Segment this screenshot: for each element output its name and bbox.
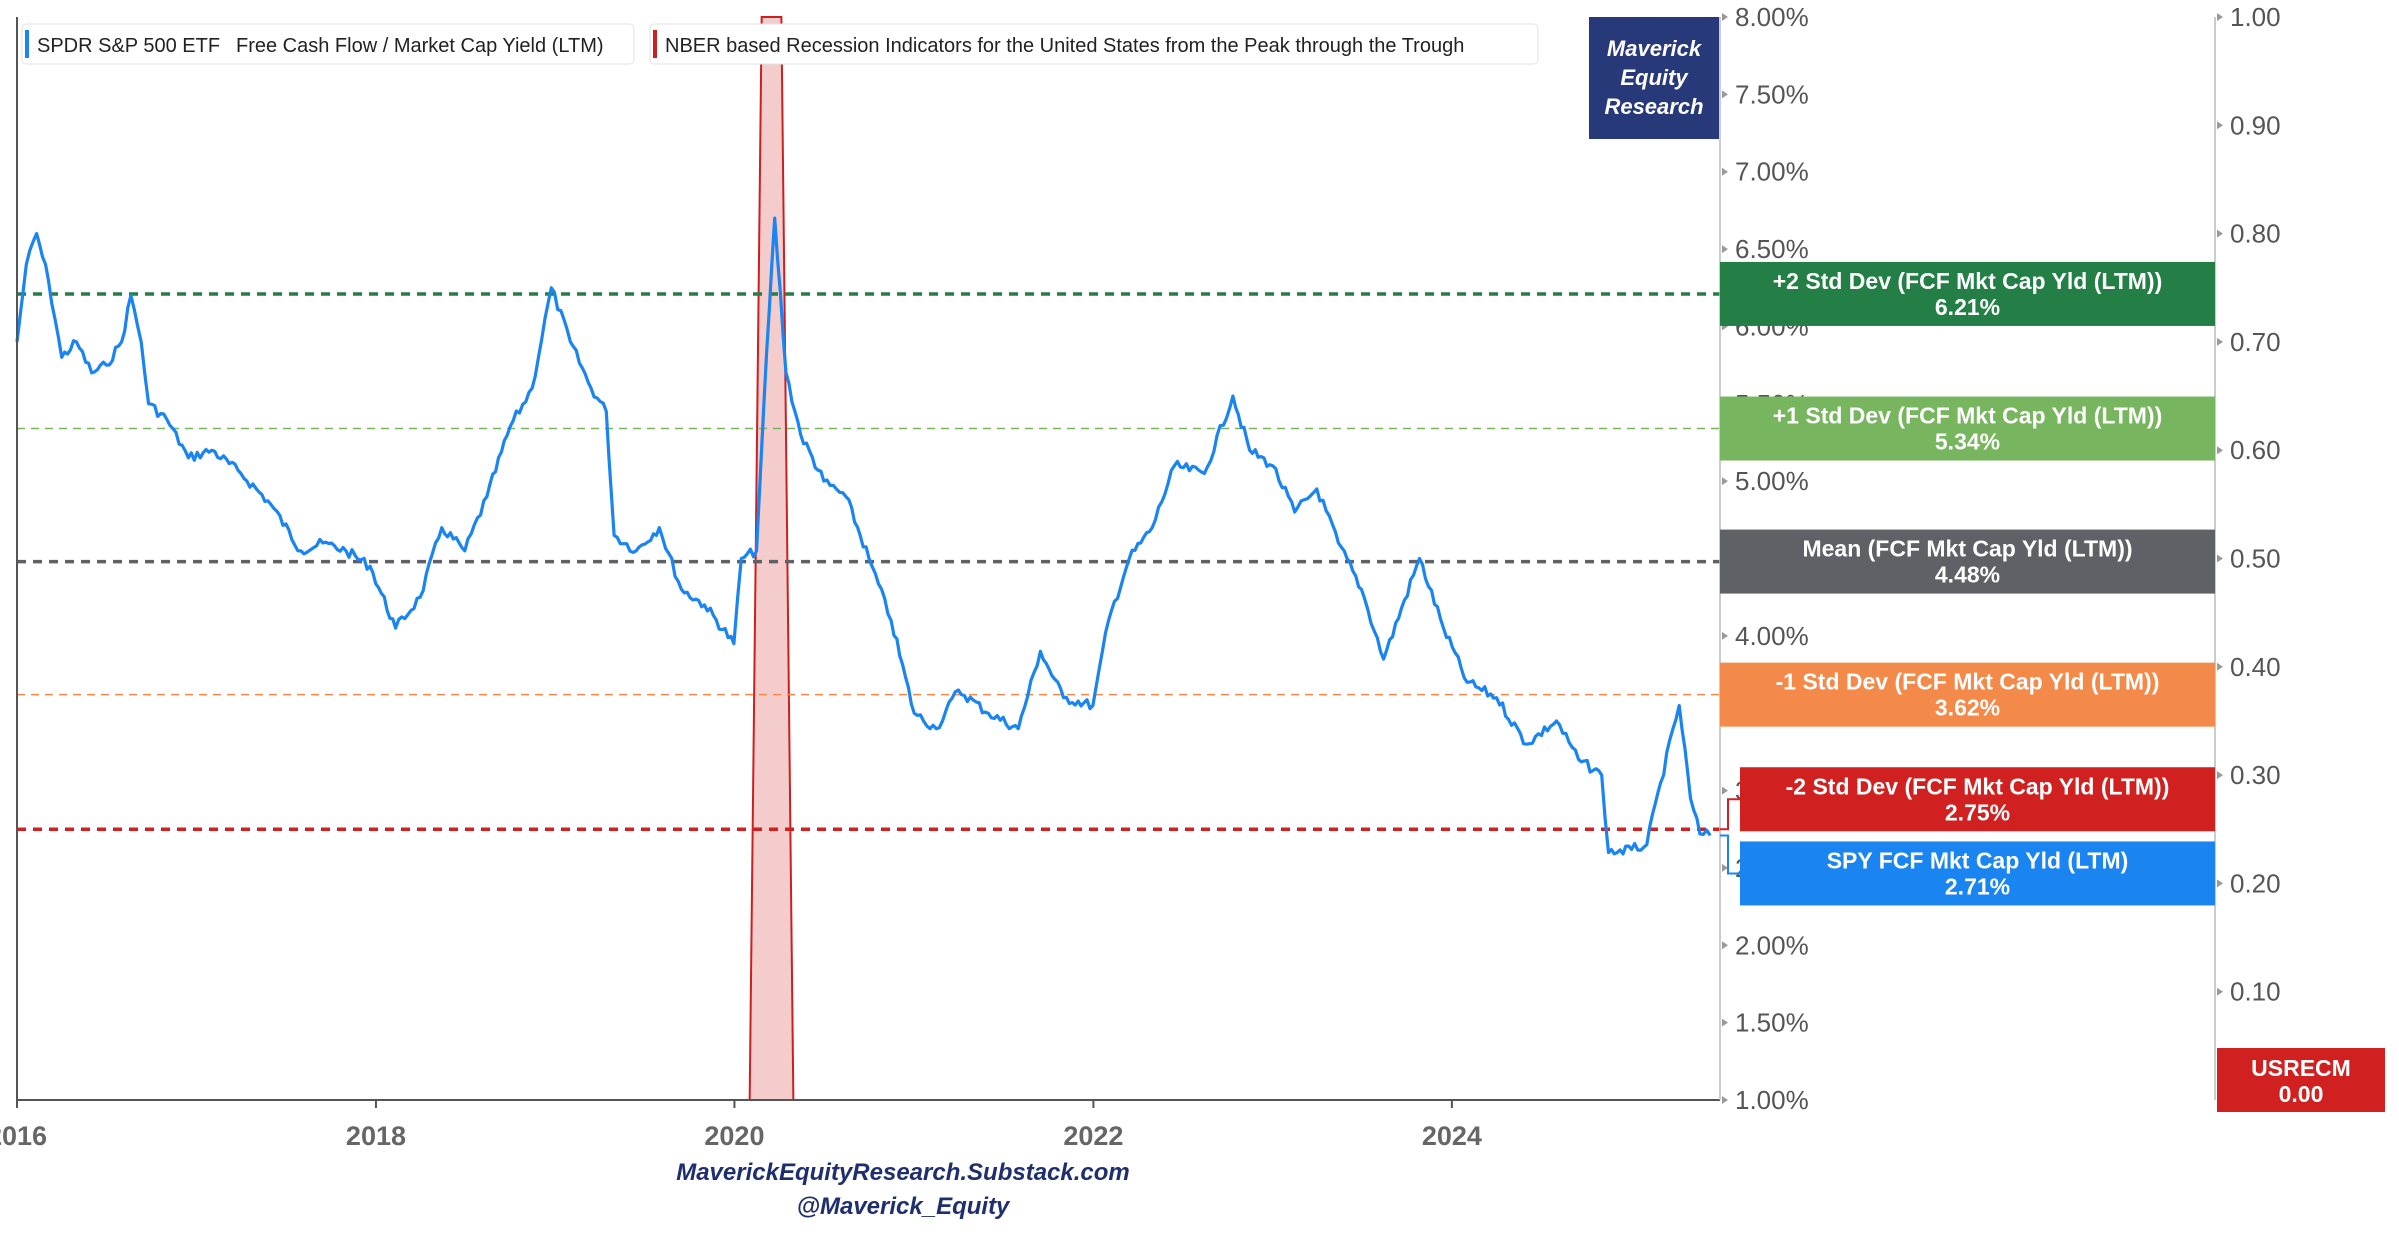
value-label-value-2: 4.48% [1935, 562, 2000, 588]
y-left-tick-8 [1722, 477, 1728, 486]
y-right-tick-label-2: 0.20 [2230, 868, 2281, 898]
y-right-tick-3 [2217, 771, 2223, 780]
series-line-0 [15, 216, 1712, 856]
y-right-tick-4 [2217, 662, 2223, 671]
y-left-tick-14 [1722, 13, 1728, 21]
y-left-tick-4 [1722, 786, 1728, 795]
y-left-tick-label-6: 4.00% [1735, 621, 1809, 651]
footer-handle: @Maverick_Equity [797, 1193, 1011, 1220]
value-label-box-1 [1720, 396, 2215, 461]
value-label-connector-spy [1720, 834, 1740, 875]
y-right-tick-9 [2217, 121, 2223, 130]
value-label-value-0: 6.21% [1935, 294, 2000, 320]
y-left-tick-label-8: 5.00% [1735, 466, 1809, 496]
y-right-tick-label-7: 0.70 [2230, 327, 2281, 357]
x-tick-label-3: 2022 [1063, 1121, 1123, 1151]
brand-line-3: Research [1604, 94, 1703, 119]
y-right-tick-label-1: 0.10 [2230, 977, 2281, 1007]
y-left-tick-label-2: 2.00% [1735, 930, 1809, 960]
y-left-tick-label-13: 7.50% [1735, 79, 1809, 109]
y-left-tick-3 [1722, 863, 1728, 872]
legend: SPDR S&P 500 ETF Free Cash Flow / Market… [21, 23, 1539, 65]
series-layer [15, 216, 1712, 856]
value-label-box-2 [1720, 529, 2215, 594]
x-tick-label-0: 2016 [0, 1121, 47, 1151]
brand-line-2: Equity [1620, 65, 1689, 90]
y-left-tick-12 [1722, 167, 1728, 176]
recession-value-value: 0.00 [2279, 1081, 2324, 1107]
value-label-box-0 [1720, 261, 2215, 326]
brand-logo: Maverick Equity Research [1589, 17, 1719, 139]
y-left-tick-label-11: 6.50% [1735, 234, 1809, 264]
y-axis-right: 0.000.100.200.300.400.500.600.700.800.90… [2217, 2, 2281, 1115]
value-label-connector-4 [1720, 798, 1740, 831]
y-right-tick-1 [2217, 987, 2223, 996]
y-left-tick-0 [1722, 1096, 1728, 1104]
legend-recession-label: NBER based Recession Indicators for the … [665, 35, 1464, 57]
value-label-box-spy [1740, 841, 2215, 906]
legend-series-metric: Free Cash Flow / Market Cap Yield (LTM) [236, 35, 604, 57]
value-label-value-spy: 2.71% [1945, 873, 2010, 899]
value-labels: +2 Std Dev (FCF Mkt Cap Yld (LTM))6.21% +… [1720, 261, 2385, 1112]
y-right-tick-label-4: 0.40 [2230, 652, 2281, 682]
y-right-tick-label-8: 0.80 [2230, 219, 2281, 249]
x-tick-label-2: 2020 [704, 1121, 764, 1151]
brand-line-1: Maverick [1607, 36, 1703, 61]
y-left-tick-label-1: 1.50% [1735, 1008, 1809, 1038]
y-right-tick-10 [2217, 13, 2223, 21]
y-right-tick-label-5: 0.50 [2230, 544, 2281, 574]
value-label-name-1: +1 Std Dev (FCF Mkt Cap Yld (LTM)) [1773, 403, 2163, 429]
y-right-tick-5 [2217, 554, 2223, 563]
legend-recession-swatch [653, 30, 657, 58]
y-left-tick-label-14: 8.00% [1735, 2, 1809, 32]
y-right-tick-6 [2217, 446, 2223, 455]
value-label-box-3 [1720, 662, 2215, 727]
value-label-name-spy: SPY FCF Mkt Cap Yld (LTM) [1827, 847, 2129, 873]
recession-value-box [2217, 1048, 2385, 1112]
value-label-name-2: Mean (FCF Mkt Cap Yld (LTM)) [1802, 536, 2132, 562]
legend-series-ticker: SPDR S&P 500 ETF [37, 35, 220, 57]
value-label-value-1: 5.34% [1935, 429, 2000, 455]
brand-box [1589, 17, 1719, 139]
x-axis: 2016 2018 2020 2022 2024 [0, 1100, 1482, 1151]
y-left-tick-13 [1722, 90, 1728, 99]
y-left-tick-11 [1722, 245, 1728, 254]
legend-recession-box [649, 23, 1539, 65]
footer-site: MaverickEquityResearch.Substack.com [676, 1159, 1130, 1186]
y-right-tick-label-3: 0.30 [2230, 760, 2281, 790]
x-tick-label-4: 2024 [1422, 1121, 1482, 1151]
y-right-tick-2 [2217, 879, 2223, 888]
y-left-tick-2 [1722, 941, 1728, 950]
y-left-tick-1 [1722, 1018, 1728, 1027]
recession-value-name: USRECM [2251, 1055, 2351, 1081]
legend-series-swatch [25, 30, 29, 58]
y-right-tick-8 [2217, 229, 2223, 238]
y-right-tick-label-9: 0.90 [2230, 110, 2281, 140]
value-label-name-4: -2 Std Dev (FCF Mkt Cap Yld (LTM)) [1786, 773, 2170, 799]
x-tick-label-1: 2018 [346, 1121, 406, 1151]
y-right-tick-7 [2217, 337, 2223, 346]
legend-series-box [21, 23, 635, 65]
value-label-box-4 [1740, 767, 2215, 832]
y-right-tick-label-10: 1.00 [2230, 2, 2281, 32]
y-left-tick-label-0: 1.00% [1735, 1085, 1809, 1115]
y-left-tick-6 [1722, 631, 1728, 640]
value-label-value-4: 2.75% [1945, 799, 2010, 825]
y-right-tick-label-6: 0.60 [2230, 435, 2281, 465]
value-label-name-0: +2 Std Dev (FCF Mkt Cap Yld (LTM)) [1773, 268, 2163, 294]
value-label-value-3: 3.62% [1935, 695, 2000, 721]
value-label-name-3: -1 Std Dev (FCF Mkt Cap Yld (LTM)) [1776, 669, 2160, 695]
y-left-tick-label-12: 7.00% [1735, 157, 1809, 187]
